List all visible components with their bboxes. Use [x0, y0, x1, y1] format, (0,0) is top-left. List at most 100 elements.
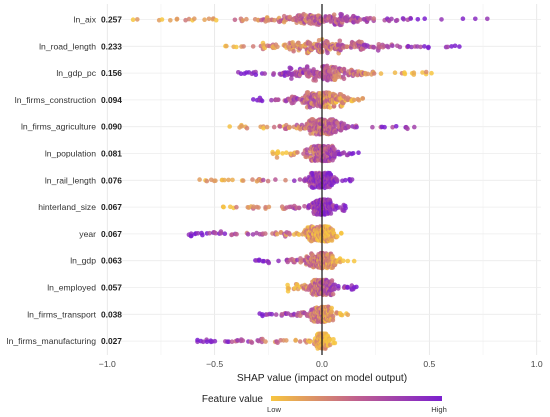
importance-label: 0.076 [101, 175, 122, 185]
shap-point [206, 16, 212, 22]
shap-point [365, 71, 371, 77]
shap-point [329, 238, 335, 243]
shap-point [343, 205, 348, 211]
shap-point [291, 48, 296, 54]
shap-point [295, 150, 300, 155]
shap-point [330, 291, 336, 297]
shap-point [330, 317, 336, 323]
shap-point [292, 178, 297, 183]
shap-point [259, 98, 265, 104]
shap-point [386, 44, 391, 50]
shap-point [332, 282, 338, 288]
shap-point [452, 43, 458, 49]
shap-point [271, 71, 277, 76]
x-tick-label: 0.5 [423, 359, 435, 369]
shap-point [331, 337, 336, 342]
feature-label: ln_firms_manufacturing [7, 336, 97, 346]
shap-point [305, 90, 311, 95]
shap-point [378, 71, 384, 76]
feature-label: ln_gdp_pc [56, 68, 96, 78]
shap-point [325, 50, 330, 56]
shap-point [485, 16, 490, 22]
shap-point [371, 71, 377, 76]
shap-point [286, 286, 291, 291]
x-tick-label: −1.0 [99, 359, 116, 369]
shap-point [409, 44, 414, 50]
feature-label: ln_road_length [39, 41, 96, 51]
shap-point [192, 16, 197, 22]
x-tick-label: 0.0 [316, 359, 328, 369]
feature-label: ln_firms_agriculture [21, 122, 96, 132]
shap-point [405, 126, 410, 132]
shap-point [341, 121, 347, 127]
importance-label: 0.067 [101, 202, 122, 212]
shap-point [289, 76, 294, 81]
shap-point [135, 17, 140, 22]
shap-point [229, 339, 235, 345]
shap-point [346, 124, 352, 129]
shap-point [274, 231, 280, 237]
shap-point [343, 177, 348, 183]
shap-point [263, 204, 268, 210]
shap-point [222, 231, 228, 236]
shap-point [296, 205, 302, 211]
shap-point [329, 278, 335, 283]
shap-point [235, 338, 240, 343]
feature-label: ln_firms_construction [15, 95, 96, 105]
feature-label: ln_population [45, 149, 96, 159]
shap-point [275, 44, 280, 50]
shap-point [200, 339, 206, 345]
shap-point [356, 97, 362, 103]
shap-point [332, 340, 338, 346]
shap-point [227, 124, 232, 129]
shap-point [422, 44, 427, 49]
shap-point [238, 71, 244, 76]
shap-point [234, 231, 239, 237]
shap-point [266, 204, 272, 210]
shap-point [212, 338, 218, 344]
shap-point [302, 204, 307, 209]
shap-point [333, 129, 338, 135]
importance-label: 0.063 [101, 256, 122, 266]
x-axis-title: SHAP value (impact on model output) [237, 373, 407, 384]
shap-point [390, 124, 395, 130]
shap-point [296, 40, 301, 46]
importance-label: 0.094 [101, 95, 122, 105]
shap-point [197, 177, 202, 182]
shap-point [273, 177, 278, 182]
shap-point [307, 339, 313, 345]
shap-point [226, 339, 231, 345]
shap-point [244, 125, 250, 131]
shap-point [341, 258, 346, 264]
shap-point [260, 177, 266, 183]
shap-point [390, 43, 395, 49]
shap-point [280, 151, 285, 156]
shap-point [263, 231, 268, 236]
shap-point [222, 177, 227, 183]
shap-point [204, 178, 210, 184]
shap-point [250, 44, 256, 49]
importance-label: 0.090 [101, 122, 122, 132]
shap-point [240, 178, 246, 183]
legend-high-label: High [431, 405, 447, 414]
legend-title: Feature value [202, 394, 264, 405]
shap-point [174, 16, 180, 22]
shap-point [426, 44, 431, 50]
shap-point [339, 12, 345, 17]
shap-point [371, 45, 377, 50]
shap-point [296, 232, 302, 237]
shap-point [327, 105, 333, 110]
importance-label: 0.257 [101, 15, 122, 25]
shap-point [287, 124, 293, 130]
shap-point [345, 258, 351, 264]
shap-point [256, 257, 262, 263]
shap-point [412, 124, 417, 130]
shap-point [261, 258, 267, 264]
shap-point [332, 147, 337, 152]
shap-point [351, 258, 357, 264]
shap-point [345, 312, 351, 318]
shap-point [457, 44, 462, 49]
shap-point [200, 232, 205, 238]
shap-point [240, 18, 246, 23]
